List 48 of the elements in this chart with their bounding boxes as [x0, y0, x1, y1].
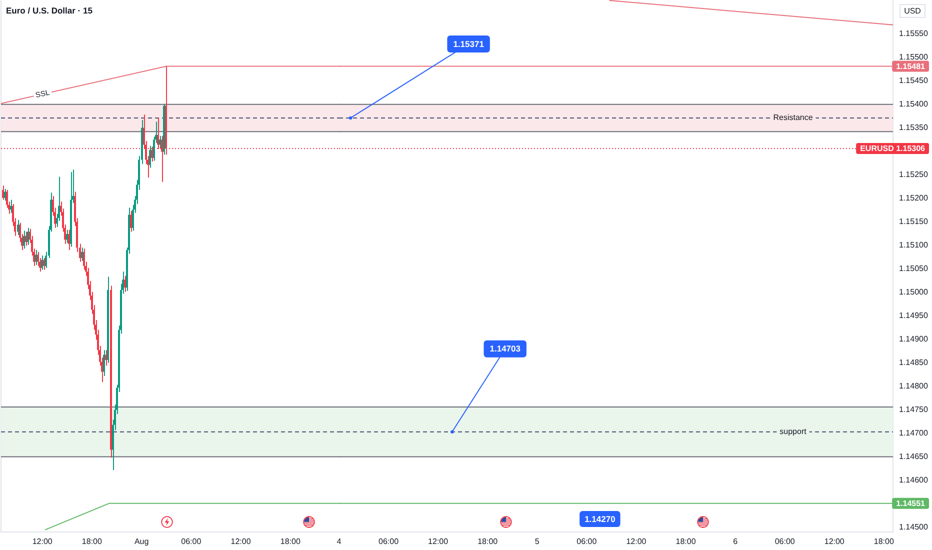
y-tick-label: 1.14650 — [899, 452, 928, 462]
y-tick-label: 1.15150 — [899, 217, 928, 226]
y-tick-label: 1.14600 — [899, 476, 928, 485]
y-tick-label: 1.15350 — [899, 123, 928, 132]
x-tick-label: Aug — [134, 537, 149, 546]
text: Euro / U.S. Dollar · 15 — [6, 5, 93, 16]
x-tick-label: 4 — [336, 537, 342, 546]
x-tick-label: 12:00 — [626, 537, 647, 546]
y-tick-label: 1.14800 — [899, 382, 928, 391]
y-tick-label: 1.15550 — [899, 29, 928, 38]
y-tick-label: 1.14900 — [899, 334, 928, 344]
y-tick-label: 1.15250 — [899, 170, 928, 180]
x-tick-label: 12:00 — [428, 537, 449, 546]
x-tick-label: 06:00 — [774, 537, 796, 546]
y-tick-label: 1.15100 — [899, 240, 928, 250]
y-tick-label: 1.15450 — [899, 76, 928, 86]
y-tick-label: 1.14950 — [899, 311, 928, 320]
x-tick-label: 06:00 — [576, 537, 598, 546]
band-label: Resistance — [773, 113, 814, 122]
annotation: 1.15371 — [453, 38, 484, 49]
x-tick-label: 06:00 — [181, 537, 202, 546]
ref-line-label: EURUSD 1.15306 — [860, 144, 926, 154]
y-axis-title: USD — [904, 6, 922, 16]
data-label: 1.15481 — [896, 62, 926, 71]
y-tick-label: 1.14850 — [899, 358, 928, 368]
x-tick-label: 5 — [534, 537, 540, 546]
x-tick-label: 18:00 — [82, 537, 103, 546]
x-tick-label: 18:00 — [478, 537, 498, 546]
x-tick-label: 18:00 — [676, 537, 696, 546]
x-tick-label: 06:00 — [378, 537, 400, 546]
data-label: 1.14551 — [896, 499, 926, 508]
x-tick-label: 12:00 — [230, 537, 252, 546]
x-tick-label: 18:00 — [280, 537, 301, 546]
y-tick-label: 1.15500 — [899, 52, 928, 62]
y-tick-label: 1.14500 — [899, 522, 928, 532]
annotation: 1.14270 — [584, 514, 616, 524]
y-tick-label: 1.15000 — [899, 288, 928, 297]
annotation: 1.14703 — [490, 344, 521, 354]
x-tick-label: 12:00 — [32, 537, 53, 546]
y-tick-label: 1.15050 — [899, 264, 928, 274]
x-tick-label: 18:00 — [874, 537, 894, 546]
x-tick-label: 12:00 — [824, 537, 845, 546]
y-tick-label: 1.15400 — [899, 100, 928, 109]
x-tick-label: 6 — [733, 537, 738, 546]
y-tick-label: 1.15200 — [899, 194, 928, 203]
y-tick-label: 1.14750 — [899, 405, 928, 414]
band-label: support — [780, 427, 808, 436]
y-tick-label: 1.14700 — [899, 428, 928, 438]
